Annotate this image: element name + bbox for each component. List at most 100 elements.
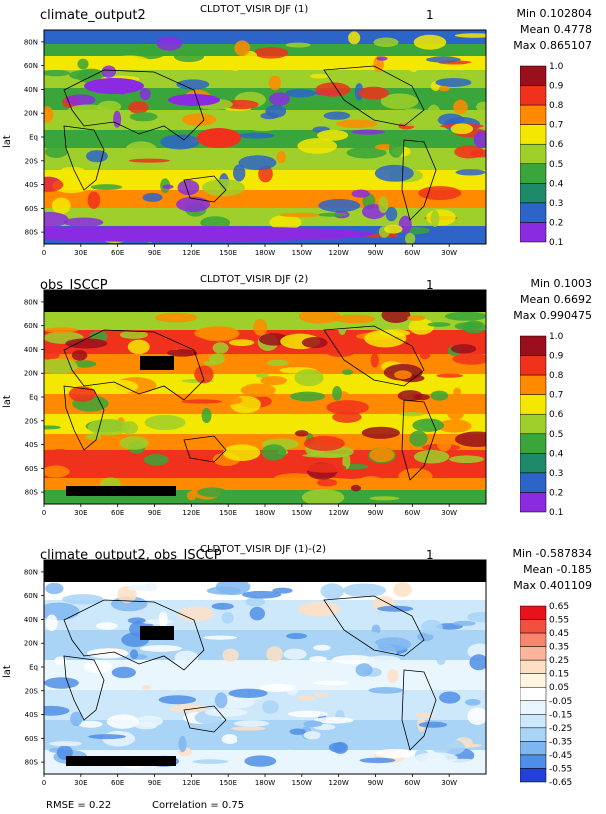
cloud-patch [283,648,307,660]
cloud-patch [223,99,259,110]
cloud-patch [44,425,61,430]
panel-title: CLDTOT_VISIR DJF (1) [200,4,309,15]
cloud-patch [430,390,449,401]
cloud-patch [373,37,399,48]
cloud-patch [80,469,119,475]
colorbar-swatch [520,453,547,474]
cloud-patch [437,419,472,433]
colorbar-label: -0.15 [549,710,572,720]
cloud-patch [436,373,463,378]
colorbar-label: 0.55 [549,616,569,626]
coastline [63,385,105,451]
cloud-patch [222,444,261,461]
coastline [401,669,437,751]
cloud-patch [134,721,158,730]
stat-max: Max 0.865107 [513,39,592,52]
y-tick-label: 20S [25,157,39,165]
colorbar-label: 0.8 [549,371,564,381]
cloud-patch [261,444,287,461]
cloud-patch [287,710,328,718]
y-tick-label: 20S [25,687,39,695]
cloud-patch [323,111,351,120]
y-tick-label: 40S [25,441,39,449]
cloud-patch [211,602,234,610]
cloud-patch [454,322,482,331]
y-tick-label: 80S [25,489,39,497]
cloud-patch [44,106,54,123]
cloud-patch [203,635,238,640]
colorbar: 0.65 0.55 0.45 0.35 0.25 0.15 0.05 -0.05 -0.15 -0… [520,602,572,788]
cloud-patch [412,418,445,432]
cloud-patch [369,496,400,501]
cloud-patch [178,736,187,753]
x-tick-label: 90E [148,249,161,257]
cloud-patch [192,759,229,764]
cloud-patch [44,349,60,360]
y-tick-label: 60N [24,592,38,600]
cloud-patch [313,692,329,698]
cloud-patch [316,478,338,487]
cloud-patch [397,390,423,402]
missing-data-mask [66,486,176,496]
cloud-patch [304,462,347,473]
cloud-patch [129,112,158,122]
coastline [63,599,205,671]
cloud-patch [83,660,113,674]
cloud-patch [88,734,127,740]
stat-min: Min 0.1003 [530,277,592,290]
x-tick-label: 60E [111,779,124,787]
colorbar-swatch [520,714,547,729]
cloud-patch [305,586,324,598]
y-tick-label: 40N [24,346,38,354]
cloud-patch [244,670,272,681]
cloud-patch [68,386,97,402]
cloud-patch [117,585,137,604]
cloud-patch [286,633,307,640]
cloud-patch [418,186,462,200]
cloud-patch [384,224,403,234]
cloud-patch [177,179,200,196]
cloud-patch [62,594,104,605]
cloud-patch [253,47,289,59]
cloud-patch [61,166,84,173]
cloud-patch [476,101,486,113]
cloud-patch [173,50,205,63]
cloud-patch [465,698,481,706]
cloud-patch [408,318,435,335]
colorbar-swatch [520,754,547,769]
cloud-patch [408,354,452,370]
cloud-patch [313,644,331,651]
cloud-patch [256,373,269,378]
colorbar-swatch [520,163,547,184]
x-tick-label: 90W [368,249,384,257]
y-tick-label: 40S [25,711,39,719]
stat-max: Max 0.990475 [513,309,592,322]
cloud-patch [233,720,270,727]
cloud-patch [63,217,104,228]
cloud-patch [454,145,484,159]
cloud-patch [328,742,347,753]
colorbar-swatch [520,143,547,165]
cloud-patch [341,369,354,375]
cloud-patch [427,322,451,327]
cloud-patch [385,206,398,222]
cloud-patch [375,748,416,759]
cloud-patch [44,677,79,689]
colorbar-label: -0.65 [549,778,572,788]
cloud-patch [130,649,139,660]
cloud-patch [197,487,228,498]
cloud-patch [320,583,344,600]
cloud-patch [387,669,399,683]
y-tick-label: 80S [25,229,39,237]
x-tick-label: 120E [182,509,200,517]
cloud-patch [333,314,376,324]
x-tick-label: 60E [111,509,124,517]
cloud-patch [262,700,279,714]
cloud-patch [455,169,486,176]
cloud-patch [86,648,129,659]
cloud-patch [109,55,151,70]
colorbar-swatch [520,85,547,106]
cloud-patch [58,592,68,598]
cloud-patch [348,31,361,45]
cloud-patch [174,650,199,665]
